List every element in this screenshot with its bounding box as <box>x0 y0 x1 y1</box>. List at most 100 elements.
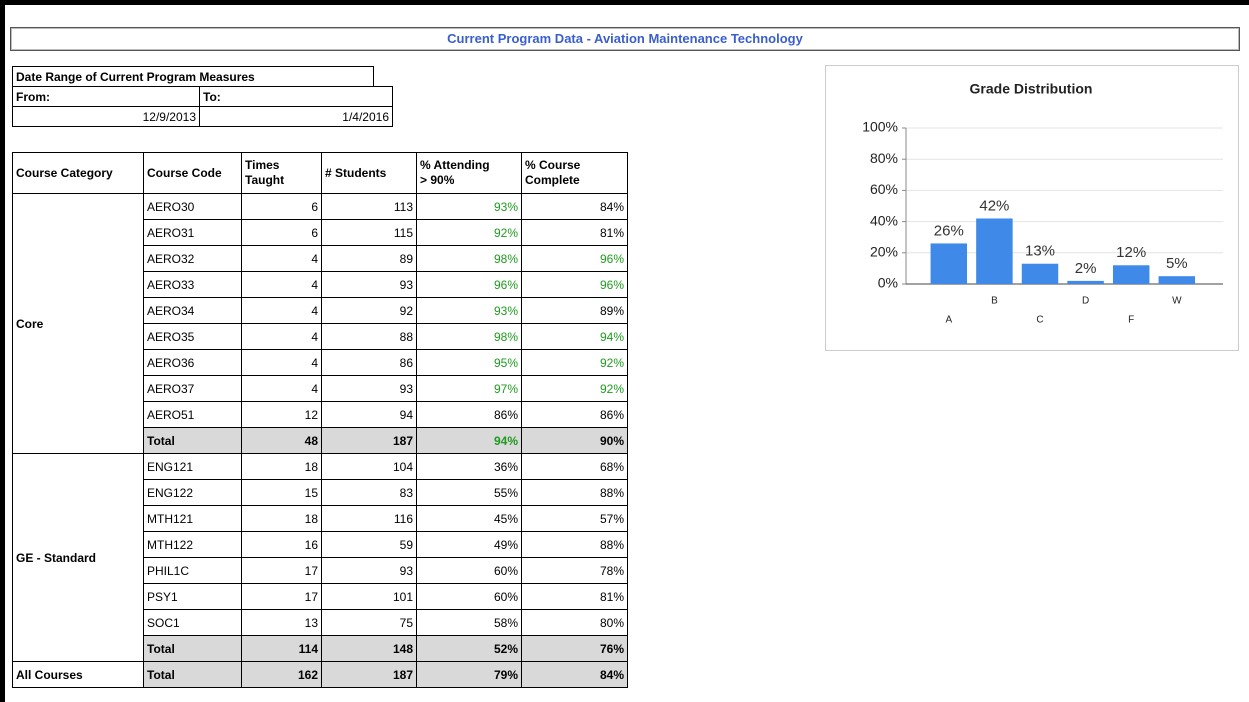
course-row: SOC1 13 75 58% 80% <box>13 609 628 636</box>
cell-value: 86% <box>521 401 628 428</box>
cell-value: 93 <box>321 375 417 402</box>
course-code: ENG121 <box>143 453 242 480</box>
cell-value: 98% <box>416 245 522 272</box>
cell-value: 116 <box>321 505 417 532</box>
course-code: AERO36 <box>143 349 242 376</box>
course-code: ENG122 <box>143 479 242 506</box>
cell-value: 79% <box>416 661 522 688</box>
cell-value: 88 <box>321 323 417 350</box>
cell-value: 187 <box>321 427 417 454</box>
cell-value: 57% <box>521 505 628 532</box>
cell-value: 93% <box>416 193 522 220</box>
cell-value: 84% <box>521 661 628 688</box>
course-row: AERO33 4 93 96% 96% <box>13 271 628 298</box>
cell-value: 12 <box>241 401 322 428</box>
course-row: AERO34 4 92 93% 89% <box>13 297 628 324</box>
value-label: 12% <box>1116 244 1146 261</box>
course-code: AERO33 <box>143 271 242 298</box>
cell-value: 4 <box>241 323 322 350</box>
cell-value: 94 <box>321 401 417 428</box>
course-row: AERO37 4 93 97% 92% <box>13 375 628 402</box>
date-range-table: Date Range of Current Program Measures F… <box>12 66 393 127</box>
cell-value: 15 <box>241 479 322 506</box>
bar <box>1112 265 1150 284</box>
cell-value: 92% <box>521 349 628 376</box>
bar <box>1158 276 1196 284</box>
cell-value: 55% <box>416 479 522 506</box>
course-code: AERO30 <box>143 193 242 220</box>
column-header: Course Code <box>143 152 242 194</box>
chart: Grade Distribution 0% 20% 40% 60% 80% 100% A 26… <box>862 81 1223 326</box>
cell-value: 4 <box>241 245 322 272</box>
column-header: Times Taught <box>241 152 322 194</box>
cell-value: 115 <box>321 219 417 246</box>
cell-value: 89% <box>521 297 628 324</box>
course-code: MTH122 <box>143 531 242 558</box>
cell-value: 4 <box>241 297 322 324</box>
cell-value: 96% <box>416 271 522 298</box>
cell-value: 88% <box>521 479 628 506</box>
course-row: AERO31 6 115 92% 81% <box>13 219 628 246</box>
cell-value: 114 <box>241 635 322 662</box>
course-code: MTH121 <box>143 505 242 532</box>
header-row: Course Category Course Code Times Taught # … <box>12 152 628 194</box>
cell-value: 18 <box>241 453 322 480</box>
course-row: MTH122 16 59 49% 88% <box>13 531 628 558</box>
x-tick-label: F <box>1128 315 1134 326</box>
cell-value: 94% <box>521 323 628 350</box>
cell-value: 93 <box>321 557 417 584</box>
cell-value: 92 <box>321 297 417 324</box>
course-code: PSY1 <box>143 583 242 610</box>
x-tick-label: A <box>945 315 952 326</box>
chart-panel: Grade Distribution 0% 20% 40% 60% 80% 100% A 26… <box>825 65 1239 351</box>
course-code: AERO37 <box>143 375 242 402</box>
cell-value: 58% <box>416 609 522 636</box>
total-row: Total 48 187 94% 90% <box>13 427 628 454</box>
bar <box>1067 280 1104 284</box>
course-code: SOC1 <box>143 609 242 636</box>
to-date: 1/4/2016 <box>199 106 393 127</box>
y-tick-label: 40% <box>870 212 898 228</box>
cell-value: 89 <box>321 245 417 272</box>
cell-value: 59 <box>321 531 417 558</box>
cell-value: 17 <box>241 557 322 584</box>
cell-value: 80% <box>521 609 628 636</box>
value-label: 42% <box>979 197 1009 214</box>
cell-value: 52% <box>416 635 522 662</box>
cell-value: 16 <box>241 531 322 558</box>
cell-value: 92% <box>416 219 522 246</box>
program-table: Course Category Course Code Times Taught # … <box>12 152 628 688</box>
cell-value: 4 <box>241 375 322 402</box>
cell-value: 45% <box>416 505 522 532</box>
cell-value: 81% <box>521 583 628 610</box>
cell-value: 17 <box>241 583 322 610</box>
value-label: 5% <box>1166 255 1188 272</box>
window-border <box>0 0 5 702</box>
bar <box>976 218 1013 284</box>
cell-value: 78% <box>521 557 628 584</box>
window-border <box>0 0 1249 5</box>
x-tick-label: D <box>1082 296 1089 307</box>
cell-value: 36% <box>416 453 522 480</box>
cell-value: 162 <box>241 661 322 688</box>
cell-value: 93% <box>416 297 522 324</box>
cell-value: 187 <box>321 661 417 688</box>
cell-value: 68% <box>521 453 628 480</box>
cell-value: 6 <box>241 219 322 246</box>
from-label: From: <box>12 86 200 107</box>
column-header: # Students <box>321 152 417 194</box>
bar <box>1021 263 1059 284</box>
cell-value: 101 <box>321 583 417 610</box>
course-category: All Courses <box>12 661 144 688</box>
cell-value: 76% <box>521 635 628 662</box>
cell-value: 84% <box>521 193 628 220</box>
total-row: Total 114 148 52% 76% <box>13 635 628 662</box>
cell-value: 60% <box>416 557 522 584</box>
y-tick-label: 0% <box>878 275 898 291</box>
to-label: To: <box>199 86 393 107</box>
course-code: Total <box>143 427 242 454</box>
value-label: 2% <box>1075 260 1097 277</box>
cell-value: 88% <box>521 531 628 558</box>
chart-title: Grade Distribution <box>970 81 1093 97</box>
